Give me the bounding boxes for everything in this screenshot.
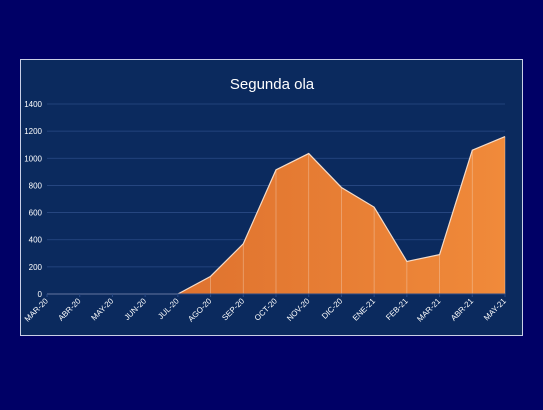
y-tick-label: 1400 — [24, 100, 42, 109]
x-tick-label: SEP-20 — [220, 296, 246, 322]
x-tick-label: AGO-20 — [186, 296, 214, 324]
y-tick-label: 1000 — [24, 154, 42, 163]
x-tick-label: JUN-20 — [123, 296, 149, 322]
y-tick-label: 400 — [29, 236, 43, 245]
x-tick-label: MAR-20 — [23, 296, 50, 323]
area-series — [47, 136, 506, 295]
y-tick-label: 0 — [38, 290, 43, 299]
x-axis-ticks: MAR-20 ABR-20 MAY-20 JUN-20 JUL-20 AGO-20 SEP-… — [23, 294, 508, 324]
x-tick-label: MAY-20 — [89, 296, 115, 322]
x-tick-label: ABR-20 — [56, 296, 83, 323]
area-chart: Segunda ola 0 200 400 600 800 1000 1200 1400 MA… — [23, 76, 508, 324]
x-tick-label: ENE-21 — [351, 296, 378, 323]
x-tick-label: FEB-21 — [384, 296, 410, 322]
x-tick-label: JUL-20 — [156, 296, 181, 321]
x-tick-label: MAY-21 — [482, 296, 508, 322]
x-tick-label: MAR-21 — [415, 296, 442, 323]
x-tick-label: NOV-20 — [285, 296, 312, 323]
area-fill — [47, 136, 505, 294]
x-tick-label: OCT-20 — [253, 296, 280, 323]
y-tick-label: 1200 — [24, 127, 42, 136]
y-tick-label: 600 — [29, 209, 43, 218]
x-tick-label: ABR-21 — [449, 296, 476, 323]
chart-title: Segunda ola — [230, 76, 315, 93]
y-axis-ticks: 0 200 400 600 800 1000 1200 1400 — [24, 100, 42, 299]
chart-container: Segunda ola 0 200 400 600 800 1000 1200 1400 MA… — [20, 59, 523, 336]
x-tick-label: DIC-20 — [320, 296, 345, 321]
y-tick-label: 200 — [29, 263, 43, 272]
y-tick-label: 800 — [29, 181, 43, 190]
